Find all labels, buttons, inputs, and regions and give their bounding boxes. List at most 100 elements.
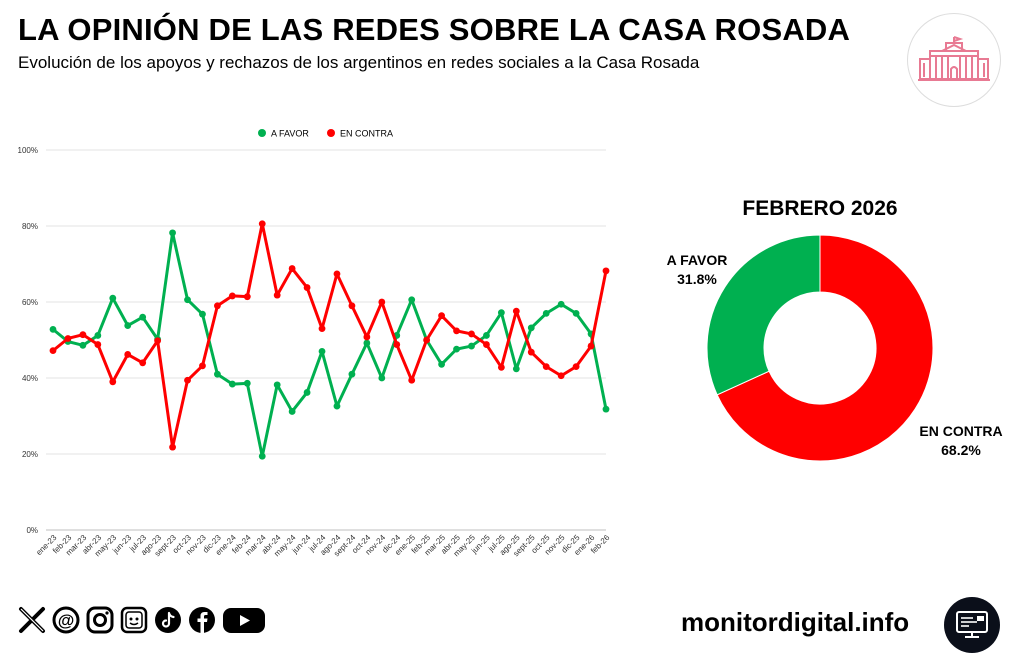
donut-title: FEBRERO 2026 [742,197,897,220]
data-point [184,296,191,304]
legend-marker-contra [327,129,335,137]
monitor-icon [944,597,1000,653]
data-point [64,335,72,342]
data-point [512,365,520,373]
data-point [139,359,147,367]
data-point [438,360,445,368]
data-point [527,324,535,332]
data-point [408,296,416,304]
y-tick-label: 0% [26,526,38,535]
data-point [453,345,460,353]
data-point [587,342,595,350]
series-line [52,222,608,449]
x-icon[interactable] [18,606,46,634]
legend: A FAVOR EN CONTRA [258,129,393,139]
data-point [109,378,117,386]
data-point [258,452,266,460]
data-point [228,292,236,300]
y-grid: 0% 20% 40% 60% 80% 100% [18,146,606,535]
data-point [273,381,281,389]
data-point [94,341,102,348]
data-point [109,294,117,302]
data-point [572,310,580,317]
data-point [273,291,281,299]
label-contra: EN CONTRA [919,423,1002,439]
donut-slice-contra [716,234,934,462]
legend-marker-favor [258,129,266,137]
data-point [318,348,326,355]
data-point [468,342,475,350]
label-favor: A FAVOR [667,252,728,268]
data-point [527,348,535,356]
data-point [393,341,401,348]
value-favor: 31.8% [677,271,717,287]
data-point [154,337,162,345]
data-point [124,351,132,358]
x-axis-labels: ene-23feb-23mar-23abr-23may-23jun-23jul-… [34,533,611,559]
legend-label-contra: EN CONTRA [340,129,393,139]
data-point [184,376,191,384]
value-contra: 68.2% [941,442,981,458]
facebook-icon[interactable] [188,606,216,634]
data-point [49,325,57,333]
chart-series [49,220,610,460]
page-subtitle: Evolución de los apoyos y rechazos de lo… [18,53,700,72]
data-point [483,332,490,339]
data-point [258,220,266,228]
y-tick-label: 80% [22,222,38,231]
donut-slice-favor [706,234,821,396]
data-point [497,309,505,317]
y-tick-label: 100% [18,146,38,155]
data-point [228,380,236,388]
data-point [214,370,221,378]
data-point [333,402,341,410]
data-point [243,293,251,301]
vine-icon[interactable] [120,606,148,634]
data-point [542,310,550,317]
data-point [497,363,505,371]
instagram-icon[interactable] [86,606,114,634]
data-point [214,302,221,310]
data-point [542,363,550,370]
y-tick-label: 20% [22,450,38,459]
data-point [602,405,610,413]
data-point [303,284,311,291]
data-point [557,372,565,380]
data-point [468,330,475,338]
data-point [483,341,490,348]
threads-icon[interactable]: @ [52,606,80,634]
data-point [333,270,341,278]
data-point [169,229,176,237]
data-point [363,333,371,341]
legend-label-favor: A FAVOR [271,129,309,139]
data-point [288,265,296,272]
website-url[interactable]: monitordigital.info [681,607,910,637]
data-point [243,379,251,387]
data-point [378,374,386,382]
page-title: LA OPINIÓN DE LAS REDES SOBRE LA CASA RO… [18,12,851,47]
data-point [572,363,580,370]
youtube-icon[interactable] [222,606,266,634]
data-point [124,322,132,329]
data-point [94,332,102,339]
data-point [49,347,57,355]
data-point [318,325,326,332]
data-point [512,307,520,315]
data-point [199,310,206,318]
tiktok-icon[interactable] [154,606,182,634]
series-contra [49,220,610,451]
data-point [199,362,206,370]
social-links: @ [18,606,266,634]
donut-slices [706,234,934,462]
data-point [453,327,460,335]
data-point [557,300,565,308]
y-tick-label: 60% [22,298,38,307]
data-point [423,336,431,344]
data-point [303,389,311,396]
data-point [378,298,386,306]
casa-rosada-logo-icon [907,13,1001,107]
data-point [169,443,176,451]
y-tick-label: 40% [22,374,38,383]
data-point [602,267,610,275]
data-point [438,312,445,320]
